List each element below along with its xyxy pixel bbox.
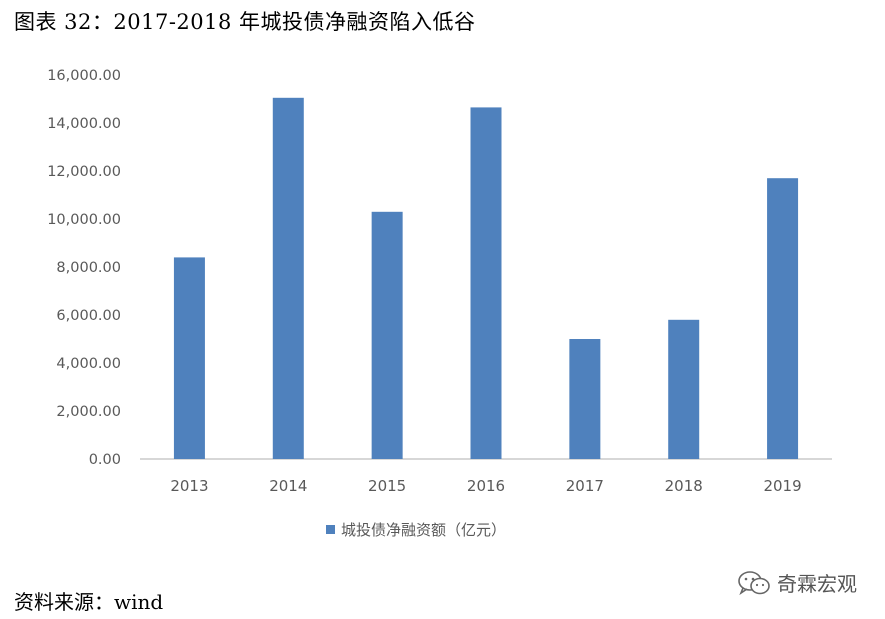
x-tick-label: 2016 [467, 477, 505, 495]
bar [668, 319, 700, 459]
bar [371, 211, 403, 459]
bar-chart: 0.00 2,000.00 4,000.00 6,000.00 8,000.00 10,0… [47, 68, 832, 539]
legend-swatch [326, 525, 335, 534]
y-tick-label: 12,000.00 [47, 164, 121, 180]
bar [173, 257, 205, 459]
y-tick-label: 0.00 [89, 452, 121, 468]
bar [470, 107, 502, 460]
bar [767, 178, 799, 459]
x-tick-label: 2013 [170, 477, 208, 495]
y-tick-label: 14,000.00 [47, 116, 121, 132]
y-tick-label: 10,000.00 [47, 212, 121, 228]
bar [272, 97, 304, 460]
figure-title: 图表 32：2017-2018 年城投债净融资陷入低谷 [14, 10, 476, 34]
y-tick-label: 4,000.00 [56, 356, 121, 372]
x-tick-label: 2017 [566, 477, 604, 495]
y-tick-label: 8,000.00 [56, 260, 121, 276]
x-tick-label: 2018 [665, 477, 703, 495]
x-tick-label: 2019 [763, 477, 801, 495]
wechat-icon [738, 570, 770, 595]
watermark-text: 奇霖宏观 [777, 572, 857, 596]
x-tick-label: 2014 [269, 477, 307, 495]
bar [569, 339, 601, 459]
source-note: 资料来源：wind [14, 590, 164, 614]
x-tick-label: 2015 [368, 477, 406, 495]
watermark: 奇霖宏观 [737, 568, 857, 597]
y-tick-label: 6,000.00 [56, 308, 121, 324]
legend-label: 城投债净融资额（亿元） [341, 521, 506, 539]
y-tick-label: 2,000.00 [56, 404, 121, 420]
y-tick-label: 16,000.00 [47, 68, 121, 84]
